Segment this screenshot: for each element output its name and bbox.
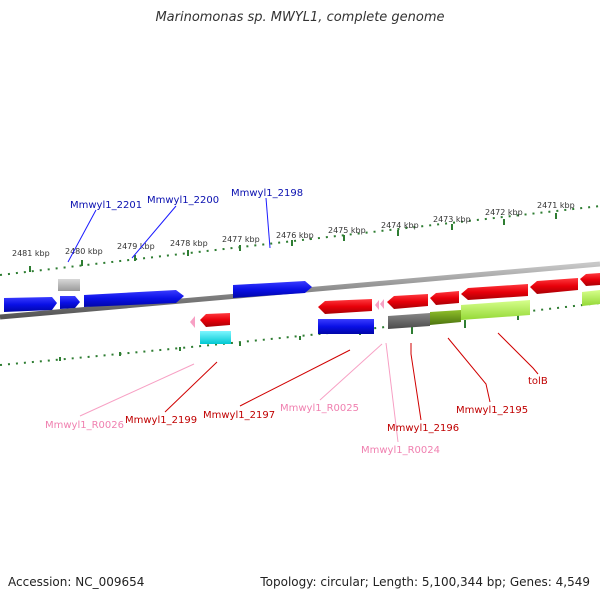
gene-cyan[interactable] — [200, 331, 231, 344]
scale-label-2481: 2481 kbp — [12, 249, 50, 258]
leader-r0025 — [319, 343, 383, 401]
scale-label-2478: 2478 kbp — [170, 239, 208, 248]
leader-2196 — [410, 343, 422, 421]
label-mmwyl1-2199[interactable]: Mmwyl1_2199 — [125, 415, 197, 426]
scale-label-2477: 2477 kbp — [222, 235, 260, 244]
gene-rna-r0024[interactable] — [380, 299, 384, 309]
gene-forward-mmwyl1-2201[interactable] — [60, 296, 80, 309]
gene-rna-r0025[interactable] — [375, 300, 379, 310]
leader-2199 — [164, 361, 218, 413]
gene-forward-mmwyl1-2197[interactable] — [318, 319, 374, 334]
label-mmwyl1-2198[interactable]: Mmwyl1_2198 — [231, 188, 303, 199]
label-mmwyl1-2196[interactable]: Mmwyl1_2196 — [387, 423, 459, 434]
scale-label-2479: 2479 kbp — [117, 242, 155, 251]
leader-2195 — [447, 337, 491, 403]
scale-label-2472: 2472 kbp — [485, 208, 523, 217]
leader-tolb — [497, 332, 539, 375]
scale-labels: 2481 kbp 2480 kbp 2479 kbp 2478 kbp 2477… — [12, 201, 575, 258]
label-mmwyl1-r0026[interactable]: Mmwyl1_R0026 — [45, 420, 124, 431]
gene-olive[interactable] — [430, 310, 461, 325]
gene-forward-0[interactable] — [4, 297, 57, 312]
scale-label-2473: 2473 kbp — [433, 215, 471, 224]
scale-label-2475: 2475 kbp — [328, 226, 366, 235]
gene-lime-tolb[interactable] — [461, 300, 530, 320]
gene-reverse-e[interactable] — [530, 278, 578, 294]
gene-reverse-d[interactable] — [461, 284, 528, 300]
topology-text: Topology: circular; Length: 5,100,344 bp… — [260, 575, 590, 589]
label-tolb[interactable]: tolB — [528, 376, 548, 387]
gene-pseudo-gray[interactable] — [58, 279, 80, 291]
upper-scale-ticks — [29, 213, 557, 272]
genome-title: Marinomonas sp. MWYL1, complete genome — [155, 10, 445, 25]
label-mmwyl1-r0024[interactable]: Mmwyl1_R0024 — [361, 445, 440, 456]
label-mmwyl1-2197[interactable]: Mmwyl1_2197 — [203, 410, 275, 421]
gene-reverse-a[interactable] — [318, 299, 372, 314]
scale-label-2480: 2480 kbp — [65, 247, 103, 256]
gene-lime-right[interactable] — [582, 290, 600, 306]
scale-label-2474: 2474 kbp — [381, 221, 419, 230]
label-mmwyl1-2201[interactable]: Mmwyl1_2201 — [70, 200, 142, 211]
gene-reverse-b[interactable] — [387, 294, 428, 309]
gene-dark-gray[interactable] — [388, 313, 430, 329]
scale-label-2471: 2471 kbp — [537, 201, 575, 210]
upper-leaders — [67, 197, 271, 263]
leader-r0024 — [385, 342, 399, 443]
label-mmwyl1-2195[interactable]: Mmwyl1_2195 — [456, 405, 528, 416]
leader-r0026 — [79, 363, 195, 417]
gene-forward-mmwyl1-2200[interactable] — [84, 290, 184, 307]
gene-reverse-f[interactable] — [580, 273, 600, 286]
gene-rna-r0026[interactable] — [190, 316, 195, 328]
label-mmwyl1-2200[interactable]: Mmwyl1_2200 — [147, 195, 219, 206]
leader-2197 — [239, 349, 351, 407]
gene-reverse-mmwyl1-2199[interactable] — [200, 313, 230, 327]
gene-reverse-c[interactable] — [430, 291, 459, 305]
label-mmwyl1-r0025[interactable]: Mmwyl1_R0025 — [280, 403, 359, 414]
accession-text: Accession: NC_009654 — [8, 575, 145, 589]
gene-forward-mmwyl1-2198[interactable] — [233, 281, 312, 298]
scale-label-2476: 2476 kbp — [276, 231, 314, 240]
